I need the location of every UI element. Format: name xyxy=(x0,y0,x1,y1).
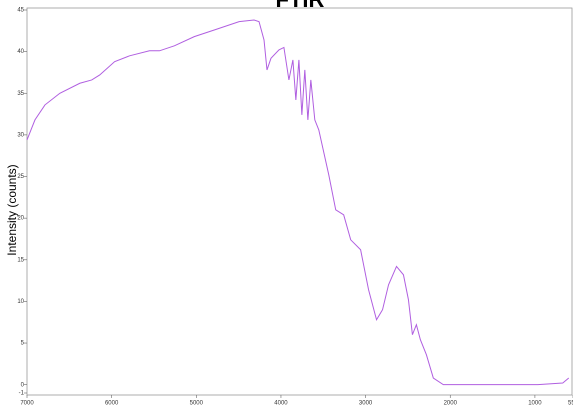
chart-title: FTIR xyxy=(276,0,325,12)
x-tick-label: 550 xyxy=(568,401,573,407)
x-tick-label: 5000 xyxy=(190,401,204,407)
y-tick-label: 40 xyxy=(17,49,24,55)
x-tick-label: 2000 xyxy=(444,401,458,407)
x-tick-label: 6000 xyxy=(105,401,119,407)
spectrum-line xyxy=(26,19,570,386)
y-tick-label: 15 xyxy=(17,257,24,263)
y-tick-label: 10 xyxy=(17,299,24,305)
y-axis-label: Intensity (counts) xyxy=(5,164,19,255)
y-tick-label: 5 xyxy=(21,341,25,347)
x-tick-label: 1000 xyxy=(528,401,542,407)
y-tick-label: 45 xyxy=(17,8,24,14)
x-tick-label: 3000 xyxy=(359,401,373,407)
y-tick-label: 0 xyxy=(21,382,25,388)
x-tick-label: 7000 xyxy=(20,401,34,407)
y-tick-label: 35 xyxy=(17,91,24,97)
y-tick-label: 20 xyxy=(17,216,24,222)
x-tick-label: 4000 xyxy=(274,401,288,407)
y-tick-label: 30 xyxy=(17,132,24,138)
y-tick-label: 25 xyxy=(17,174,24,180)
y-tick-label: -1 xyxy=(19,391,25,397)
plot-frame xyxy=(26,7,573,396)
